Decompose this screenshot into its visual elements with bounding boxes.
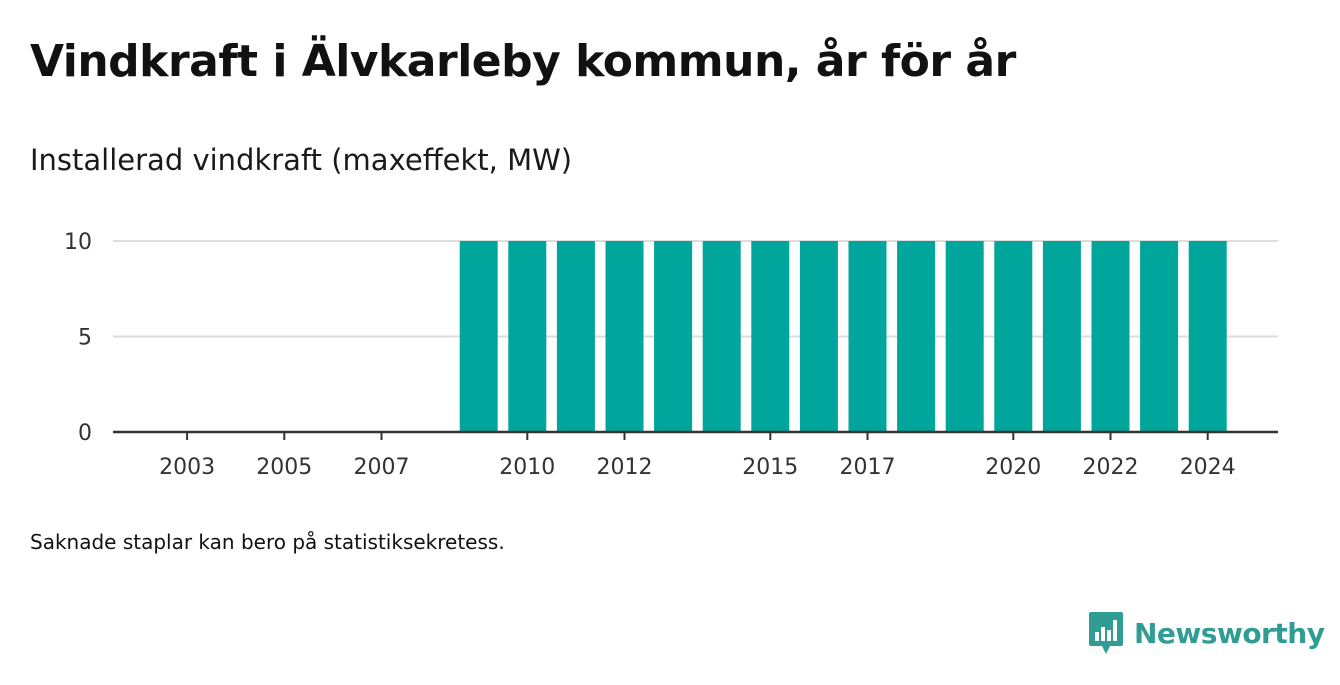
bar bbox=[459, 241, 498, 432]
brand-name: Newsworthy bbox=[1134, 616, 1325, 650]
x-tick-label: 2017 bbox=[840, 455, 896, 480]
chart-title: Vindkraft i Älvkarleby kommun, år för år bbox=[30, 36, 1016, 87]
bar bbox=[994, 241, 1033, 432]
bar bbox=[897, 241, 936, 432]
bar bbox=[556, 241, 595, 432]
bar bbox=[702, 241, 741, 432]
bar bbox=[1091, 241, 1130, 432]
bar bbox=[1042, 241, 1081, 432]
footnote: Saknade staplar kan bero på statistiksek… bbox=[30, 530, 505, 554]
chart-subtitle: Installerad vindkraft (maxeffekt, MW) bbox=[30, 143, 573, 177]
bar bbox=[654, 241, 693, 432]
bar bbox=[848, 241, 887, 432]
x-tick-label: 2007 bbox=[354, 455, 410, 480]
bar bbox=[1140, 241, 1179, 432]
x-tick-label: 2024 bbox=[1180, 455, 1236, 480]
y-tick-label: 10 bbox=[64, 230, 92, 255]
x-tick-label: 2010 bbox=[499, 455, 555, 480]
y-tick-label: 5 bbox=[78, 326, 92, 351]
newsworthy-logo-icon bbox=[1089, 612, 1123, 654]
bar bbox=[751, 241, 790, 432]
x-tick-label: 2015 bbox=[742, 455, 798, 480]
x-tick-label: 2003 bbox=[159, 455, 215, 480]
x-tick-label: 2012 bbox=[597, 455, 653, 480]
bar bbox=[799, 241, 838, 432]
x-tick-label: 2022 bbox=[1083, 455, 1139, 480]
x-tick-label: 2020 bbox=[985, 455, 1041, 480]
bar bbox=[945, 241, 984, 432]
bar bbox=[1188, 241, 1227, 432]
brand-logo: Newsworthy bbox=[1088, 610, 1325, 656]
x-tick-label: 2005 bbox=[256, 455, 312, 480]
bar bbox=[508, 241, 547, 432]
bar bbox=[605, 241, 644, 432]
bar-chart: 0 5 10 2003 2005 2007 2010 2012 2015 2017 2020 2022… bbox=[64, 230, 1278, 480]
y-tick-label: 0 bbox=[78, 421, 92, 446]
